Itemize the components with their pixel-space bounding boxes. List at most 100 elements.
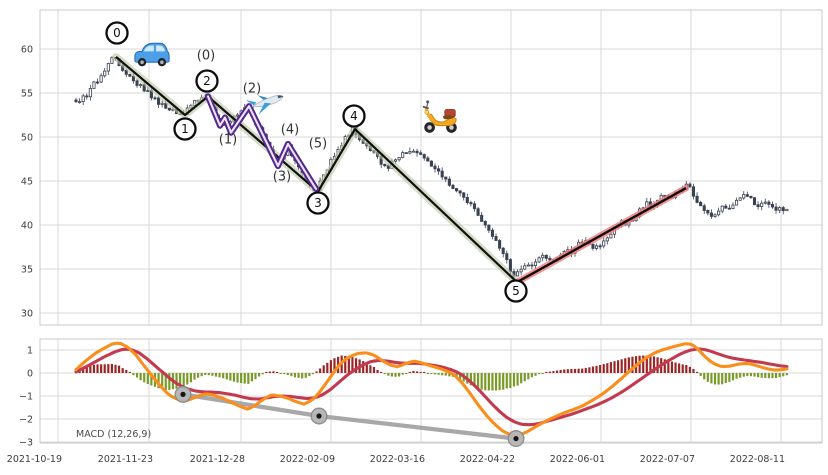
macd-hist-bar [308,373,311,377]
macd-hist-bar [437,373,440,375]
macd-hist-bar [563,369,566,373]
date-tick-label: 2022-07-07 [640,454,695,465]
macd-hist-bar [247,373,250,384]
macd-hist-bar [326,362,329,373]
macd-hist-bar [785,373,788,376]
macd-hist-bar [275,371,279,373]
macd-hist-bar [645,355,648,373]
car-icon [134,42,170,67]
macd-hist-bar [695,371,699,373]
macd-tick-label: −2 [19,415,33,426]
macd-hist-bar [591,366,595,373]
macd-hist-bar [721,373,724,385]
macd-hist-bar [778,373,781,378]
macd-hist-bar [577,368,580,373]
macd-hist-bar [573,368,577,373]
wave-circle-label: 5 [512,284,520,298]
macd-hist-bar [139,373,142,381]
macd-settings-label: MACD (12,26,9) [76,429,151,440]
macd-hist-bar [279,373,282,375]
macd-hist-bar [530,373,534,378]
sub-wave-label: (0) [197,49,215,64]
wave-circle-1 [173,117,197,141]
macd-hist-bar [372,367,376,373]
macd-hist-bar [236,373,239,383]
date-tick-label: 2022-06-01 [550,454,605,465]
macd-hist-bar [426,373,429,375]
price-tick-label: 50 [21,133,33,144]
wave-circle-label: 1 [181,122,189,136]
macd-hist-bar [520,373,523,384]
macd-hist-bar [265,371,268,373]
date-tick-label: 2022-04-22 [460,454,515,465]
macd-hist-bar [257,373,261,377]
macd-tick-label: 1 [27,346,33,357]
macd-hist-bar [175,373,178,389]
macd-hist-bar [387,373,390,376]
macd-hist-bar [595,365,598,373]
date-tick-label: 2021-10-19 [7,454,62,465]
date-tick-label: 2021-12-28 [190,454,245,465]
macd-hist-bar [229,373,232,381]
macd-hist-bar [182,373,185,387]
macd-hist-bar [771,373,774,379]
wave-line [115,56,518,283]
macd-hist-bar [728,373,731,382]
macd-hist-bar [362,361,365,373]
macd-hist-bar [243,373,246,384]
macd-hist-bar [731,373,735,381]
macd-hist-bar [559,370,562,373]
macd-hist-bar [143,373,146,383]
sub-wave-core-line [206,95,318,190]
price-tick-label: 35 [21,265,33,276]
macd-hist-bar [408,371,411,373]
macd-hist-bar [179,373,182,388]
macd-hist-bar [344,355,347,373]
macd-hist-bar [602,364,605,373]
macd-hist-bar [667,360,670,373]
macd-hist-bar [746,373,749,377]
macd-hist-bar [649,356,652,373]
macd-hist-bar [441,373,444,376]
macd-hist-bar [189,373,192,383]
macd-hist-bar [419,371,422,373]
macd-hist-bar [566,369,569,373]
macd-hist-bar [196,373,200,378]
macd-hist-bar [268,371,271,373]
macd-hist-bar [681,364,684,373]
macd-hist-bar [767,373,770,379]
macd-hist-bar [663,359,666,373]
macd-hist-bar [512,373,516,387]
macd-hist-bar [351,357,354,373]
macd-hist-bar [96,364,99,373]
macd-hist-bar [401,373,404,375]
macd-hist-bar [444,373,447,376]
macd-hist-bar [193,373,196,380]
wave-annotations: 0 1 2 3 4 5 (0) (1) (2) (3) (4) (5) [105,21,528,303]
price-tick-label: 55 [21,89,33,100]
macd-hist-bar [329,360,332,373]
macd-hist-bar [135,373,139,378]
wave-circle-label: 3 [314,196,322,210]
macd-hist-bar [774,373,778,379]
divergence-marker-dot [513,435,519,442]
macd-hist-bar [250,373,254,382]
macd-hist-bar [505,373,508,389]
macd-hist-bar [211,373,214,376]
macd-hist-bar [333,358,336,373]
macd-hist-bar [225,373,228,380]
sub-wave-label: (4) [281,123,299,138]
macd-hist-bar [502,373,505,390]
macd-hist-bar [753,373,756,377]
macd-hist-bar [678,363,681,373]
macd-hist-bar [132,373,135,376]
macd-hist-bar [164,373,167,390]
macd-hist-bar [724,373,727,383]
macd-hist-bar [624,358,627,373]
macd-hist-bar [365,362,368,373]
macd-hist-bar [448,373,451,377]
sub-wave-label: (1) [219,133,237,148]
macd-hist-bar [433,373,437,375]
wave-circle-2 [195,69,219,93]
